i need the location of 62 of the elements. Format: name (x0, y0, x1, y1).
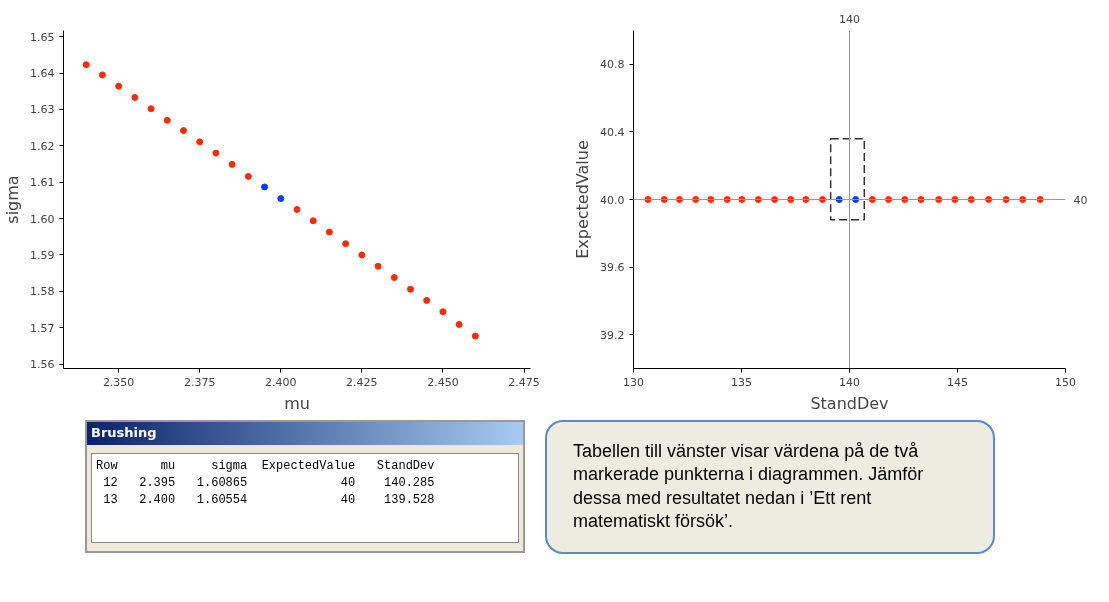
ref-line-label: 140 (839, 12, 860, 26)
point (228, 160, 236, 168)
text: Row mu sigma ExpectedValue StandDev (96, 458, 435, 473)
x-tick-label: 2.450 (427, 375, 459, 389)
y-tick-label: 1.59 (30, 248, 55, 262)
point (196, 138, 204, 146)
x-tick-label: 2.400 (265, 375, 297, 389)
x-tick-label: 150 (1055, 375, 1076, 389)
point (325, 228, 333, 236)
y-tick-label: 1.58 (30, 285, 55, 299)
point (244, 172, 252, 180)
y-tick-label: 1.62 (30, 139, 55, 153)
point (131, 93, 139, 101)
point (163, 116, 171, 124)
point (179, 127, 187, 135)
point (261, 183, 269, 191)
y-axis-title: sigma (3, 175, 23, 224)
x-axis-title: mu (284, 393, 310, 413)
point (439, 308, 447, 316)
y-tick-label: 39.6 (600, 261, 625, 275)
point (309, 217, 317, 225)
text: 13 2.400 1.60554 40 139.528 (103, 492, 435, 507)
x-tick-label: 145 (947, 375, 968, 389)
y-tick-label: 1.65 (30, 30, 55, 44)
point (471, 332, 479, 340)
point (390, 274, 398, 282)
x-tick-label: 2.425 (346, 375, 378, 389)
x-tick-label: 2.375 (183, 375, 216, 389)
y-tick-label: 1.64 (30, 67, 55, 81)
x-axis-title: StandDev (810, 393, 889, 413)
point (293, 206, 301, 213)
y-tick-label: 1.61 (30, 176, 55, 190)
point (423, 296, 431, 304)
y-tick-label: 1.56 (30, 358, 55, 372)
x-tick-label: 2.475 (508, 375, 540, 389)
y-tick-label: 40.8 (600, 58, 625, 72)
text: 12 2.395 1.60865 40 140.285 (103, 475, 435, 490)
point (358, 251, 366, 259)
y-tick-label: 40.0 (600, 193, 625, 207)
point (342, 240, 350, 248)
y-tick-label: 1.57 (30, 321, 55, 335)
point (115, 82, 123, 90)
point (374, 262, 382, 270)
point (98, 71, 106, 79)
y-tick-label: 39.2 (600, 328, 625, 342)
y-tick-label: 1.63 (30, 103, 55, 117)
y-axis-title: ExpectedValue (573, 140, 593, 259)
point (277, 195, 285, 203)
text: Tabellen till vänster visar värdena på de två markerade punkterna i diagrammen. Jämför dessa med resultatet nedan i ’Ett rent matematiskt försök’. (573, 440, 925, 534)
point (455, 320, 463, 328)
x-tick-label: 140 (839, 375, 860, 389)
point (212, 149, 220, 157)
x-tick-label: 130 (623, 375, 644, 389)
x-tick-label: 135 (731, 375, 752, 389)
x-tick-label: 2.350 (102, 375, 135, 389)
point (147, 105, 155, 113)
text: Brushing (87, 422, 523, 445)
y-tick-label: 40.4 (600, 125, 625, 139)
point (407, 285, 415, 293)
ref-line-label: 40 (1073, 193, 1088, 207)
point (82, 61, 90, 69)
y-tick-label: 1.60 (30, 212, 55, 226)
